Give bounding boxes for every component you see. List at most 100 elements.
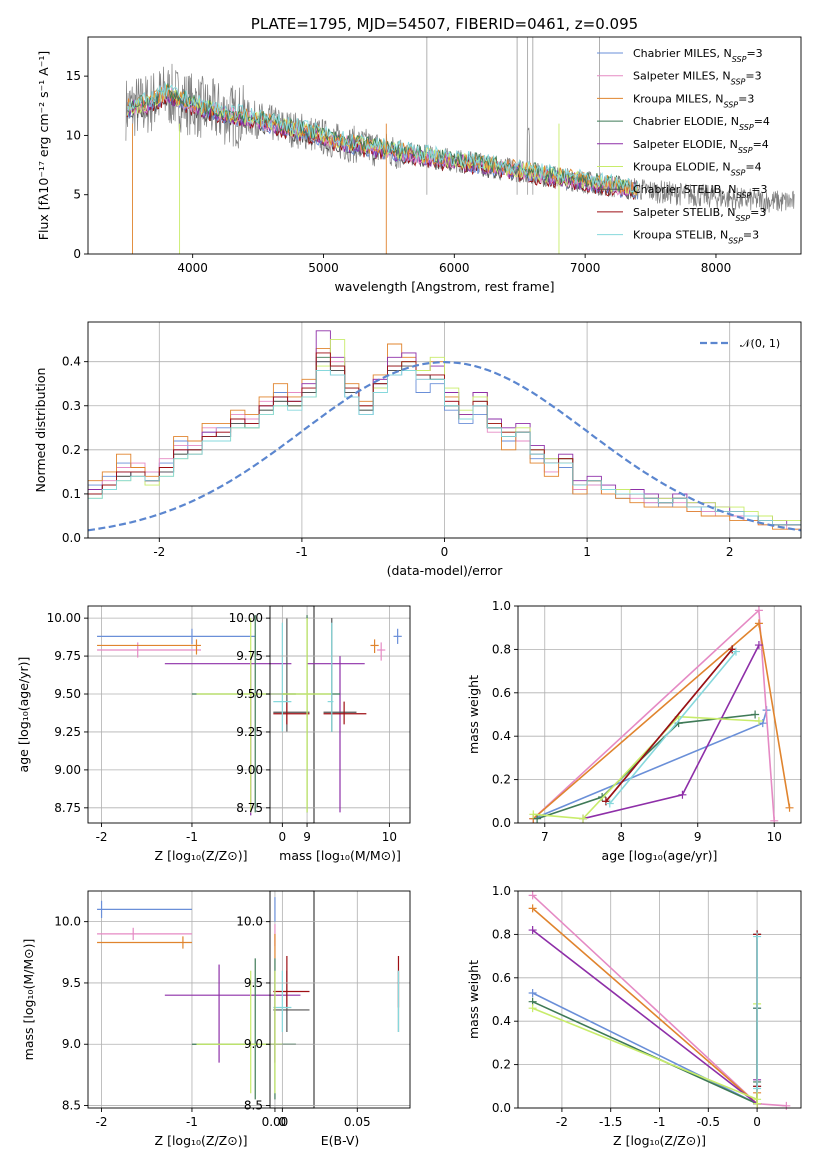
mass-z-ytick-label: 10.0: [54, 915, 81, 929]
undefined-marker-5: [754, 717, 763, 726]
mass-vs-metallicity-plot: -2 -1 0 8.5 9.0 9.5 10.0 Z [log₁₀(Z/Z⊙)] mass [l…: [21, 890, 315, 1148]
age-z-ytick-label: 9.50: [54, 687, 81, 701]
spectrum-ytick-label: 10: [66, 128, 81, 142]
t => t.toFixed(1)-marker-8: [753, 932, 762, 941]
age-mass-xlabel: mass [log₁₀(M/M⊙)]: [279, 848, 401, 863]
t => t.toFixed(1)-marker-4: [528, 926, 537, 935]
t => t.toFixed(1)-ytick-label: 0.6: [492, 971, 511, 985]
spectrum-xtick-label: 7000: [570, 261, 601, 275]
undefined-xtick-label: 8: [617, 830, 625, 844]
legend-label-3: Chabrier ELODIE, NSSP=4: [633, 115, 770, 132]
mass-z-ytick-label: 9.5: [62, 976, 81, 990]
model-spectrum-line-5: [126, 83, 638, 197]
mass-ebv-ytick-label: 10.0: [236, 915, 263, 929]
age-z-ytick-label: 10.00: [47, 611, 81, 625]
mass-z-frame: [87, 890, 315, 1109]
mass-z-xtick-label: -1: [186, 1115, 198, 1129]
mass-z-ytick-label: 8.5: [62, 1099, 81, 1113]
spectrum-ytick-label: 0: [73, 247, 81, 261]
t => t.toFixed(1)-marker-0: [528, 988, 537, 997]
t => t.toFixed(1)-ytick-label: 0.2: [492, 1058, 511, 1072]
weight-vs-metallicity-plot: -2 -1.5 -1 -0.5 0 0.0 0.2 0.4 0.6 0.8 1.0 Z [log₁₀(…: [466, 884, 802, 1148]
gaussian-legend-label: 𝒩(0, 1): [740, 337, 780, 350]
undefined-line-7: [605, 648, 733, 802]
mass-ebv-ytick-label: 9.5: [244, 976, 263, 990]
mass-ebv-xtick-label: 0.00: [262, 1115, 289, 1129]
gaussian-curve: [88, 360, 801, 532]
age-mass-frame: [269, 605, 411, 824]
t => t.toFixed(1)-marker-5: [753, 1099, 762, 1108]
spectrum-ytick-label: 5: [73, 188, 81, 202]
mass-ebv-marks: [274, 897, 400, 1100]
spectrum-ylabel: Flux [fλ10⁻¹⁷ erg cm⁻² s⁻¹ A⁻¹]: [36, 51, 51, 240]
undefined-ytick-label: 0.2: [492, 773, 511, 787]
age-z-ytick-label: 9.25: [54, 725, 81, 739]
mass-ebv-frame: [269, 890, 411, 1109]
undefined-marker-4: [754, 641, 763, 650]
undefined-ylabel: mass weight: [466, 675, 481, 754]
residuals-xlabel: (data-model)/error: [387, 563, 504, 578]
mass-vs-ebv-plot: 0.00 0.05 8.5 9.0 9.5 10.0 E(B-V): [236, 890, 411, 1148]
mass-z-ytick-label: 9.0: [62, 1037, 81, 1051]
spectrum-frame: [87, 36, 802, 255]
t => t.toFixed(1)-marker-1: [528, 891, 537, 900]
model-spectrum-line-8: [126, 82, 638, 193]
figure-title: PLATE=1795, MJD=54507, FIBERID=0461, z=0…: [251, 15, 638, 33]
age-mass-ytick-label: 9.50: [236, 687, 263, 701]
age-mass-ytick-label: 9.75: [236, 649, 263, 663]
age-z-frame: [87, 605, 315, 824]
residuals-xtick-label: 2: [726, 545, 734, 559]
t => t.toFixed(1)-line-2: [532, 907, 758, 1106]
age-z-xtick-label: -2: [96, 830, 108, 844]
spectrum-xtick-label: 8000: [701, 261, 732, 275]
undefined-marker-0: [758, 719, 767, 728]
legend-label-4: Salpeter ELODIE, NSSP=4: [633, 138, 769, 155]
age-z-xlabel: Z [log₁₀(Z/Z⊙)]: [155, 848, 248, 863]
undefined-ytick-label: 0.0: [492, 816, 511, 830]
observed-spectrum-line: [125, 63, 795, 213]
undefined-ytick-label: 0.6: [492, 686, 511, 700]
mass-z-xtick-label: 0: [279, 1115, 287, 1129]
t => t.toFixed(1)-marker-5: [528, 1004, 537, 1013]
mass-z-ylabel: mass [log₁₀(M/M⊙)]: [21, 939, 36, 1061]
undefined-marker-1: [754, 606, 763, 615]
undefined-frame: [517, 605, 802, 824]
undefined-marker-5: [529, 810, 538, 819]
t => t.toFixed(1)-marker-8: [753, 1084, 762, 1093]
age-mass-xtick-label: 9: [303, 830, 311, 844]
t => t.toFixed(1)-ytick-label: 0.0: [492, 1101, 511, 1115]
undefined-marker-4: [678, 790, 687, 799]
residuals-ytick-label: 0.2: [62, 443, 81, 457]
undefined-marker-2: [754, 619, 763, 628]
spectrum-xlabel: wavelength [Angstrom, rest frame]: [334, 279, 554, 294]
residuals-marks: [88, 330, 801, 538]
age-z-ytick-label: 8.75: [54, 801, 81, 815]
undefined-xtick-label: 7: [541, 830, 549, 844]
age-z-ylabel: age [log₁₀(age/yr)]: [16, 657, 31, 773]
legend-label-5: Kroupa ELODIE, NSSP=4: [633, 161, 762, 178]
t => t.toFixed(1)-xtick-label: 0: [753, 1115, 761, 1129]
undefined-line-5: [533, 715, 759, 820]
legend-label-8: Kroupa STELIB, NSSP=3: [633, 229, 759, 246]
undefined-marks: [529, 606, 794, 823]
undefined-marker-8: [605, 799, 614, 808]
mass-ebv-ytick-label: 8.5: [244, 1099, 263, 1113]
mass-ebv-xlabel: E(B-V): [321, 1133, 360, 1148]
residuals-ytick-label: 0.0: [62, 531, 81, 545]
t => t.toFixed(1)-ytick-label: 0.8: [492, 927, 511, 941]
residuals-ylabel: Normed distribution: [33, 368, 48, 493]
undefined-line-8: [609, 651, 737, 805]
age-z-ytick-label: 9.75: [54, 649, 81, 663]
mass-z-marks: [97, 900, 310, 1100]
spectrum-ytick-label: 15: [66, 69, 81, 83]
age-vs-mass-plot: 9 10 8.75 9.00 9.25 9.50 9.75 10.00 mass [log₁₀(…: [229, 605, 411, 863]
residuals-xtick-label: 0: [441, 545, 449, 559]
weight-vs-age-plot: 7 8 9 10 0.0 0.2 0.4 0.6 0.8 1.0 age [log₁₀(age/yr…: [466, 599, 802, 863]
legend-label-0: Chabrier MILES, NSSP=3: [633, 47, 763, 64]
t => t.toFixed(1)-xlabel: Z [log₁₀(Z/Z⊙)]: [613, 1133, 706, 1148]
gaussian-legend: 𝒩(0, 1): [700, 337, 780, 350]
undefined-ytick-label: 1.0: [492, 599, 511, 613]
t => t.toFixed(1)-xtick-label: -0.5: [697, 1115, 720, 1129]
undefined-xtick-label: 9: [694, 830, 702, 844]
age-mass-marks: [282, 615, 402, 813]
